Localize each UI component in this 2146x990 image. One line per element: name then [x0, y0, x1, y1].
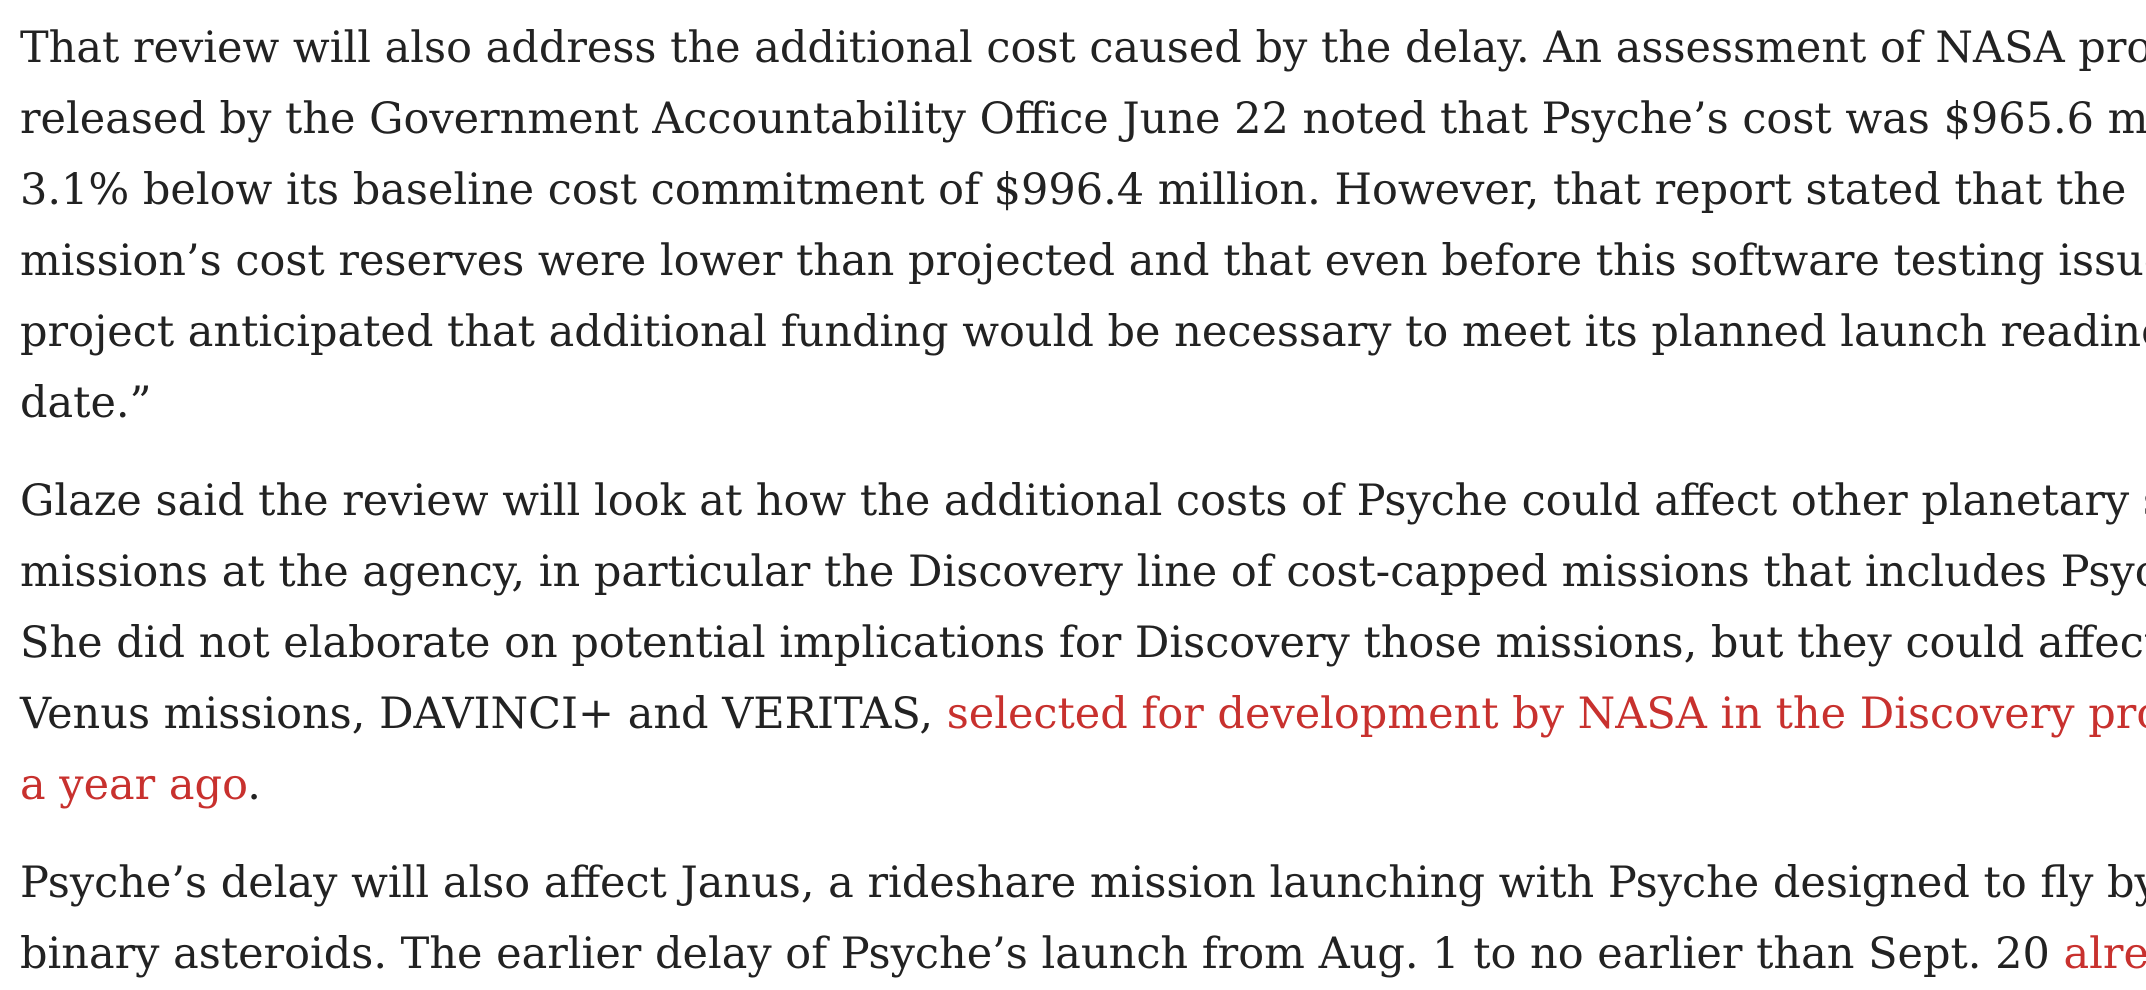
text-fragment: binary asteroids. The earlier delay of P… — [20, 929, 2064, 979]
text-line: Psyche’s delay will also affect Janus, a… — [20, 858, 2146, 908]
text-line: Venus missions, DAVINCI+ and VERITAS, se… — [20, 679, 2146, 750]
text-line: mission’s cost reserves were lower than … — [20, 236, 2146, 286]
text-fragment: . — [247, 760, 261, 810]
text-line: Glaze said the review will look at how t… — [20, 476, 2146, 526]
text-line: missions at the agency, in particular th… — [20, 547, 2146, 597]
text-line: She did not elaborate on potential impli… — [20, 618, 2146, 668]
text-line: a year ago. — [20, 750, 2140, 821]
text-line: date.” — [20, 378, 152, 428]
text-line: released by the Government Accountabilit… — [20, 94, 2146, 144]
text-line: 3.1% below its baseline cost commitment … — [20, 165, 2127, 215]
already-link[interactable]: already — [2063, 929, 2146, 979]
discovery-selection-link[interactable]: selected for development by NASA in the … — [946, 689, 2146, 739]
paragraph-janus-impact: Psyche’s delay will also affect Janus, a… — [20, 848, 2146, 990]
text-line: That review will also address the additi… — [20, 23, 2146, 73]
paragraph-discovery-impact: Glaze said the review will look at how t… — [20, 466, 2146, 821]
text-line: project anticipated that additional fund… — [20, 307, 2146, 357]
article-body: That review will also address the additi… — [20, 0, 2146, 990]
text-fragment: Venus missions, DAVINCI+ and VERITAS, — [20, 689, 947, 739]
paragraph-cost-review: That review will also address the additi… — [20, 13, 2146, 439]
text-line: binary asteroids. The earlier delay of P… — [20, 919, 2146, 990]
discovery-selection-link-continued[interactable]: a year ago — [20, 760, 248, 810]
